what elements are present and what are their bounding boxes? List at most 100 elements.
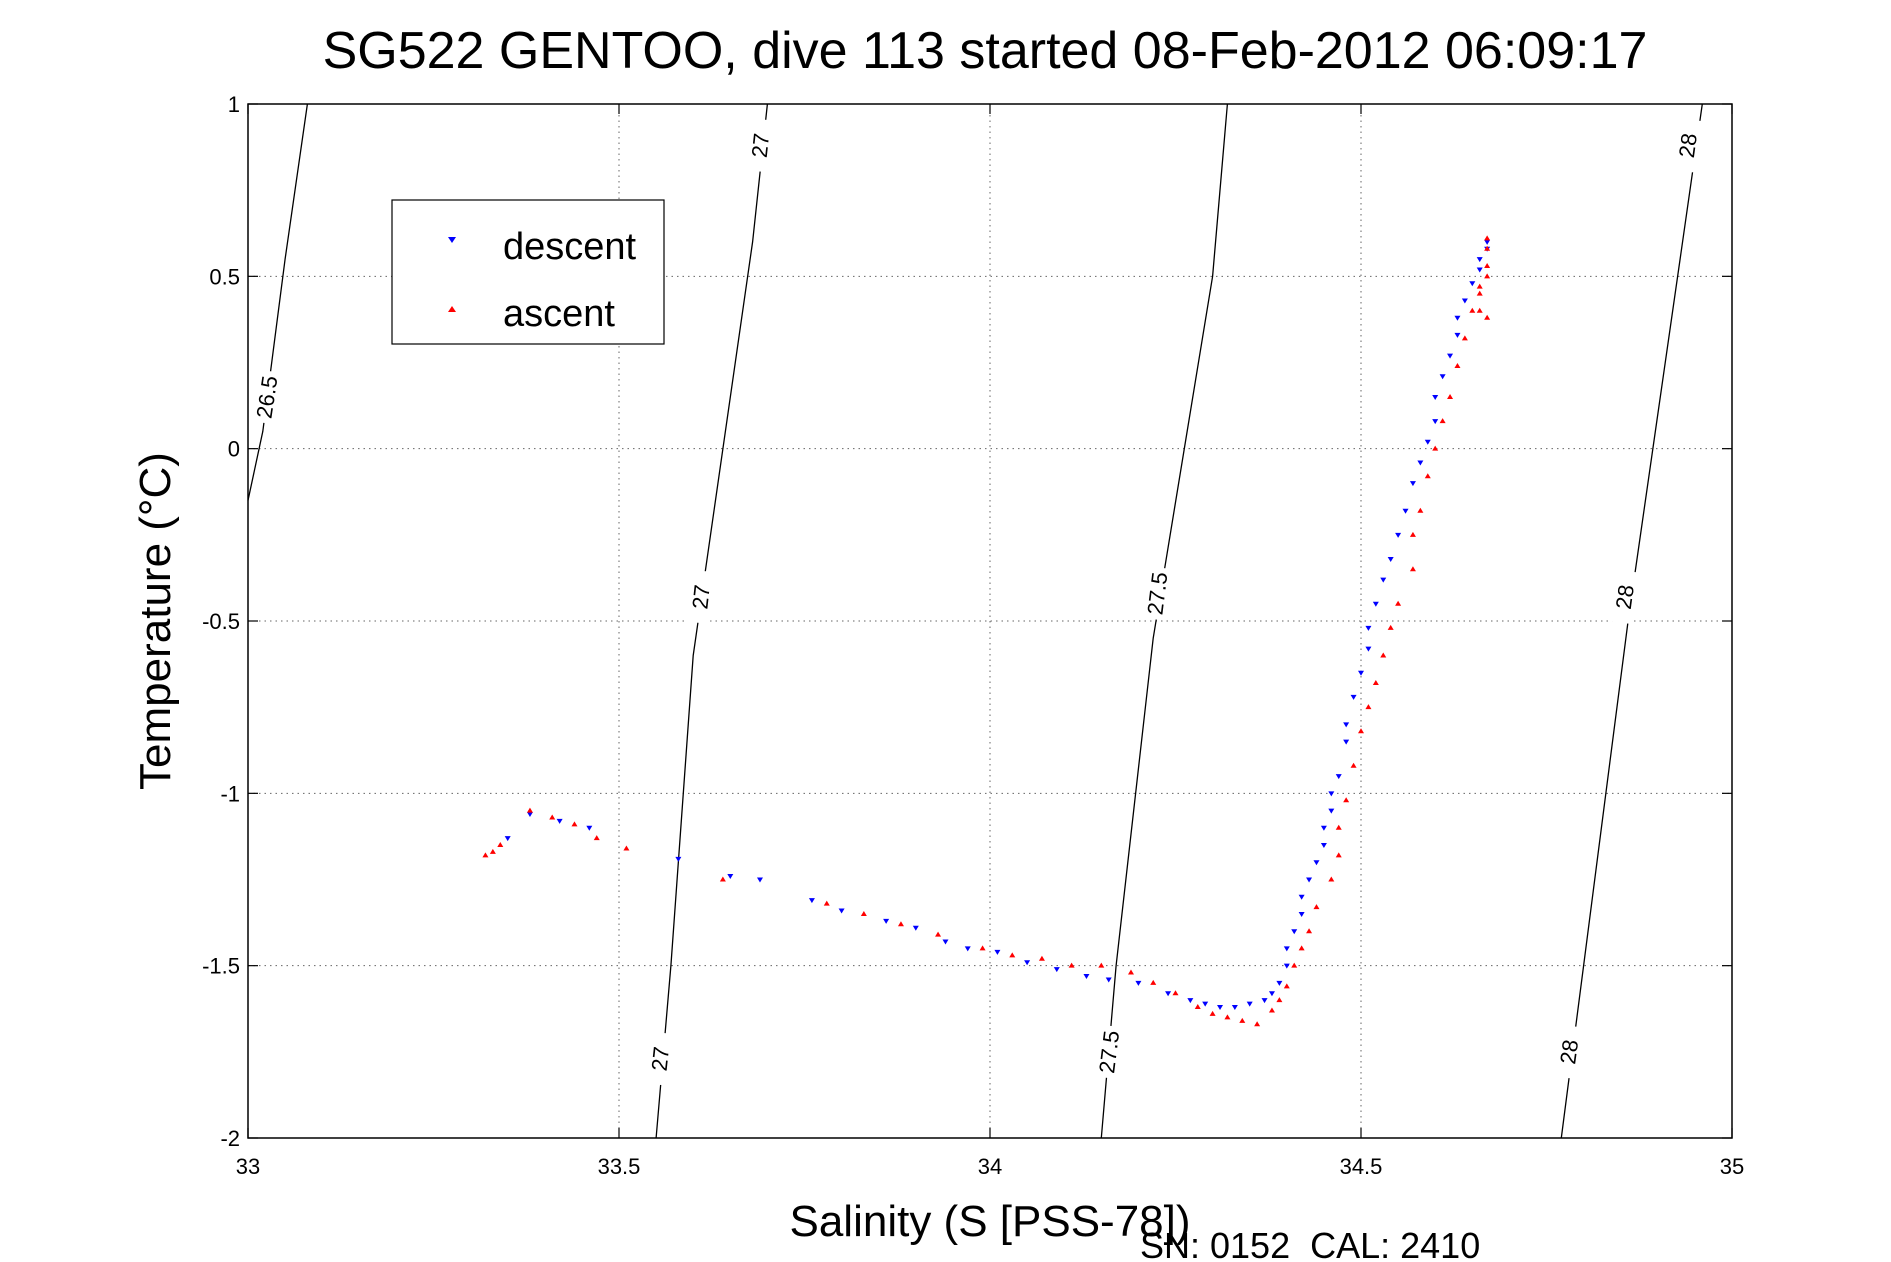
descent-point (1417, 460, 1424, 466)
ascent-point (1291, 962, 1298, 968)
descent-point (838, 908, 845, 914)
descent-point (1409, 481, 1416, 487)
ascent-point (719, 876, 726, 882)
descent-point (1476, 267, 1483, 273)
descent-point (1387, 556, 1394, 562)
y-tick-label: -2 (220, 1126, 240, 1151)
descent-point (1454, 332, 1461, 338)
ascent-point (1484, 245, 1491, 251)
contour-label-mask (685, 569, 716, 625)
contour-label-mask (1553, 1024, 1585, 1080)
descent-point (1447, 353, 1454, 359)
ascent-point (935, 931, 942, 937)
descent-point (964, 946, 971, 952)
descent-point (675, 856, 682, 862)
y-tick-label: 0.5 (209, 264, 240, 289)
descent-point (1135, 980, 1142, 986)
descent-point (1350, 694, 1357, 700)
ascent-point (1009, 952, 1016, 958)
ascent-point (1417, 507, 1424, 513)
y-tick-label: 0 (228, 437, 240, 462)
descent-point (1298, 911, 1305, 917)
contour-label-mask (1609, 569, 1640, 625)
y-tick-label: -1 (220, 781, 240, 806)
descent-point (1276, 980, 1283, 986)
ascent-point (1276, 997, 1283, 1003)
contour-label: 27 (647, 1045, 674, 1072)
serial-calibration-footer: SN: 0152 CAL: 2410 (1140, 1225, 1480, 1262)
descent-point (1439, 374, 1446, 380)
ascent-point (526, 807, 533, 813)
ascent-point (1150, 979, 1157, 985)
ascent-point (1313, 904, 1320, 910)
contour-label: 27.5 (1094, 1029, 1124, 1075)
ascent-point (1343, 797, 1350, 803)
descent-point (1283, 963, 1290, 969)
ascent-point (1409, 566, 1416, 572)
descent-point (1246, 1001, 1253, 1007)
descent-point (1424, 439, 1431, 445)
ascent-point (1335, 852, 1342, 858)
ascent-point (823, 900, 830, 906)
ascent-point (1127, 969, 1134, 975)
descent-point (1454, 315, 1461, 321)
contour-label: 28 (1555, 1038, 1583, 1066)
ascent-point (1239, 1017, 1246, 1023)
density-contour-line (1100, 103, 1229, 1139)
descent-point (1202, 1001, 1209, 1007)
ascent-point (1209, 1010, 1216, 1016)
contour-label: 28 (1611, 583, 1639, 611)
ascent-point (1328, 876, 1335, 882)
ascent-point (1098, 962, 1105, 968)
contour-label-mask (1141, 566, 1173, 621)
density-contour-line (655, 103, 769, 1139)
axis-ticks: 33 33.5 34 34.5 35 1 0.5 0 -0.5 -1 -1.5 -2 (202, 92, 1744, 1179)
ascent-point (1038, 955, 1045, 961)
descent-point (1024, 960, 1031, 966)
ascent-point (1484, 273, 1491, 279)
descent-point (1402, 508, 1409, 514)
y-tick-label: -1.5 (202, 954, 240, 979)
contour-label: 27 (687, 583, 714, 610)
ascent-point (489, 848, 496, 854)
ascent-point (1409, 531, 1416, 537)
descent-point (1343, 722, 1350, 728)
ascent-point (1358, 728, 1364, 734)
ascent-point (860, 910, 867, 916)
descent-point (1320, 825, 1327, 831)
contour-label-mask (1672, 117, 1703, 173)
descent-point (1343, 739, 1350, 745)
descent-point (1283, 946, 1290, 952)
ascent-point (497, 842, 504, 848)
ascent-point (1387, 624, 1394, 630)
descent-point (1217, 1005, 1224, 1011)
ascent-point (482, 852, 489, 858)
descent-point (1083, 974, 1090, 980)
ascent-point (593, 835, 600, 841)
ascent-point (1461, 335, 1468, 341)
ascent-point (1350, 762, 1357, 768)
descent-point (1313, 860, 1320, 866)
contour-label: 28 (1674, 132, 1702, 160)
descent-point (556, 818, 563, 824)
descent-point (1105, 977, 1112, 983)
x-tick-label: 33.5 (598, 1154, 641, 1179)
ascent-point (1254, 1021, 1261, 1027)
descent-point (942, 939, 949, 945)
descent-point (504, 836, 511, 842)
descent-point (1484, 239, 1491, 245)
descent-point (1328, 808, 1335, 814)
descent-point (1395, 532, 1402, 538)
descent-point (1461, 298, 1468, 304)
ascent-point (1476, 290, 1483, 296)
contour-label-mask (1093, 1024, 1124, 1080)
descent-point (1268, 991, 1275, 997)
descent-point (1432, 419, 1439, 425)
ascent-point (1484, 262, 1491, 268)
data-series (482, 235, 1491, 1027)
contour-label: 27.5 (1142, 571, 1172, 617)
ascent-point (1172, 990, 1179, 996)
descent-point (1291, 929, 1298, 935)
